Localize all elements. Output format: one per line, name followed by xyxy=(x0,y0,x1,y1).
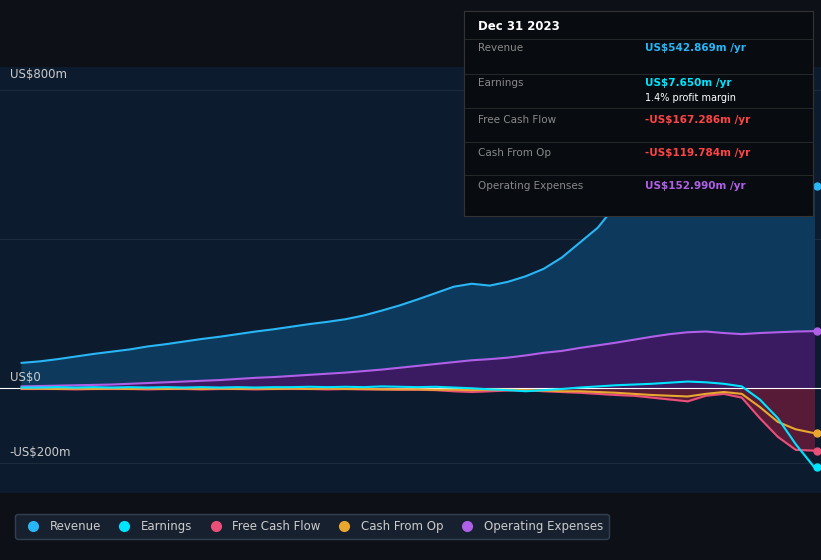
Text: 1.4% profit margin: 1.4% profit margin xyxy=(645,93,736,103)
Text: -US$119.784m /yr: -US$119.784m /yr xyxy=(645,148,750,158)
Text: US$542.869m /yr: US$542.869m /yr xyxy=(645,43,746,53)
Legend: Revenue, Earnings, Free Cash Flow, Cash From Op, Operating Expenses: Revenue, Earnings, Free Cash Flow, Cash … xyxy=(16,514,608,539)
Text: Earnings: Earnings xyxy=(478,78,523,87)
Text: Dec 31 2023: Dec 31 2023 xyxy=(478,20,560,34)
Text: US$800m: US$800m xyxy=(10,68,67,81)
Text: Revenue: Revenue xyxy=(478,43,523,53)
Text: -US$167.286m /yr: -US$167.286m /yr xyxy=(645,115,750,125)
Text: US$152.990m /yr: US$152.990m /yr xyxy=(645,181,746,191)
Text: Operating Expenses: Operating Expenses xyxy=(478,181,583,191)
Text: US$0: US$0 xyxy=(10,371,40,384)
Text: -US$200m: -US$200m xyxy=(10,446,71,459)
Text: US$7.650m /yr: US$7.650m /yr xyxy=(645,78,732,87)
Text: Cash From Op: Cash From Op xyxy=(478,148,551,158)
Text: Free Cash Flow: Free Cash Flow xyxy=(478,115,556,125)
